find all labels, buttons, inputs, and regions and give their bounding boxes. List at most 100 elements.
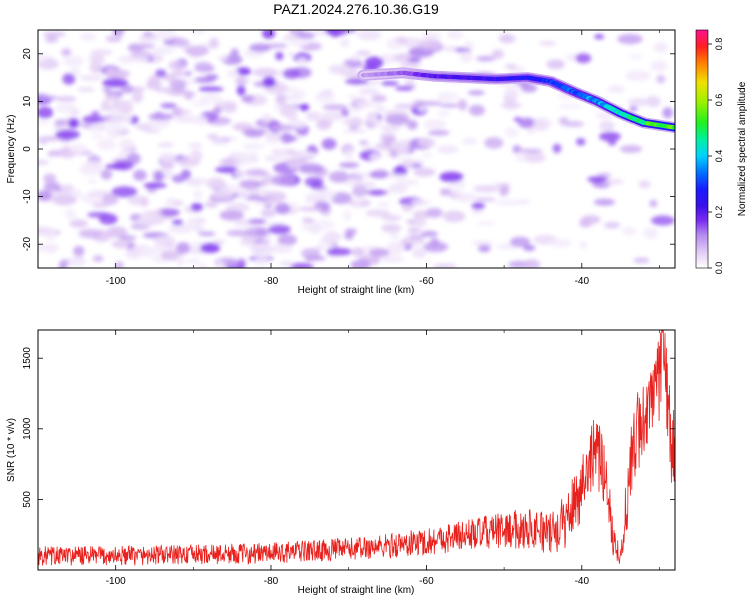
spectrogram-noise-cell [562,121,585,127]
spectrogram-noise-cell [645,95,661,108]
spectrogram-noise-cell [277,148,288,161]
spectrogram-noise-cell [607,138,617,146]
spectrogram-noise-cell [206,177,226,190]
spectrogram-noise-cell [161,162,175,170]
spectrogram-noise-cell [89,124,102,129]
spectrogram-noise-cell [629,106,638,112]
spectrogram-noise-cell [621,227,637,236]
colorbar-tick-label: 0.8 [714,38,724,51]
spectrogram-noise-cell [253,256,270,267]
spectrogram-noise-cell [160,103,177,109]
spectrogram-noise-cell [593,198,616,206]
spectrogram-noise-cell [111,186,138,198]
spectrogram-noise-cell [437,145,459,154]
spectrogram-noise-cell [58,260,68,268]
spectrogram-noise-cell [538,41,557,46]
spectrogram-noise-cell [381,124,401,132]
spectrogram-noise-cell [168,60,187,71]
spectrogram-noise-cell [140,198,149,207]
spectrogram-noise-cell [118,55,136,64]
spectrogram-noise-cell [504,63,518,69]
spectrogram-noise-cell [210,138,228,146]
spectrogram-noise-cell [575,53,592,64]
spectrogram-noise-cell [105,69,131,79]
spectrogram-noise-cell [417,101,443,106]
spectrogram-noise-cell [656,74,666,84]
spectrogram-noise-cell [60,183,75,195]
spectrogram-noise-cell [607,85,625,94]
spectrogram-noise-cell [352,199,363,205]
spectrogram-noise-cell [38,227,57,235]
spectrogram-noise-cell [271,174,296,186]
spectrogram-noise-cell [599,120,615,132]
y-tick-label: 0 [22,146,33,152]
spectrogram-noise-cell [102,193,119,205]
spectrogram-noise-cell [425,207,443,218]
spectrogram-noise-cell [407,57,422,63]
spectrogram-noise-cell [115,261,124,268]
spectrogram-noise-cell [399,61,419,69]
spectrogram-noise-cell [38,159,50,165]
spectrogram-noise-cell [532,119,549,131]
spectrogram-noise-cell [262,76,276,88]
spectrogram-noise-cell [158,152,178,164]
spectrogram-noise-cell [395,36,408,44]
spectrogram-noise-cell [73,245,85,257]
spectrogram-noise-cell [320,111,344,122]
spectrogram-noise-cell [171,174,186,183]
colorbar-tick-label: 0.4 [714,150,724,163]
spectrogram-noise-cell [339,30,357,33]
spectrogram-noise-cell [78,229,102,239]
y-tick-label: -10 [22,189,33,204]
spectrogram-noise-cell [377,202,390,207]
spectrogram-noise-cell [235,67,252,76]
spectrogram-noise-cell [407,120,418,130]
spectrogram-noise-cell [40,244,61,251]
x-tick-label: -100 [106,576,126,587]
spectrogram-y-label: Frequency (Hz) [6,115,17,184]
spectrogram-noise-cell [79,32,97,41]
spectrogram-noise-cell [219,210,244,221]
snr-panel: -100 -80 -60 -40 500 1000 1500 Height of stra… [6,329,676,596]
spectrogram-noise-cell [357,30,382,41]
spectrogram-noise-cell [455,192,476,203]
spectrogram-noise-cell [596,172,612,178]
spectrogram-noise-cell [119,138,135,151]
spectrogram-noise-cell [236,190,252,199]
y-tick-label: -20 [22,237,33,252]
spectrogram-noise-cell [51,193,78,206]
spectrogram-noise-cell [343,209,352,221]
spectrogram-noise-cell [523,245,536,251]
spectrogram-noise-cell [211,189,235,199]
spectrogram-noise-cell [110,114,126,124]
spectrogram-noise-cell [227,69,240,78]
spectrogram-noise-cell [261,113,272,123]
spectrogram-noise-cell [249,43,272,52]
spectrogram-noise-cell [194,76,216,84]
spectrogram-noise-cell [390,141,400,149]
spectrogram-noise-cell [120,84,134,94]
snr-y-label: SNR (10 * v/v) [6,418,17,482]
x-tick-label: -100 [106,276,126,287]
spectrogram-noise-cell [234,152,257,164]
snr-x-axis: -100 -80 -60 -40 [37,330,660,587]
colorbar-tick-label: 0.6 [714,94,724,107]
spectrogram-noise-cell [104,163,129,170]
spectrogram-noise-cell [186,258,201,264]
spectrogram-noise-cell [390,231,399,240]
spectrogram-noise-cell [91,133,104,139]
spectrogram-noise-cell [552,143,562,154]
figure-title: PAZ1.2024.276.10.36.G19 [273,1,439,17]
spectrogram-noise-cell [250,242,266,254]
spectrogram-noise-cell [64,208,77,220]
spectrogram-noise-cell [260,208,276,218]
spectrogram-noise-cell [491,49,505,59]
spectrogram-noise-cell [643,227,659,239]
spectrogram-noise-cell [439,188,452,196]
spectrogram-noise-cell [366,111,379,123]
spectrogram-noise-cell [236,84,246,96]
spectrogram-noise-cell [523,152,546,163]
spectrogram-noise-cell [68,118,79,129]
spectrogram-noise-cell [310,185,327,191]
